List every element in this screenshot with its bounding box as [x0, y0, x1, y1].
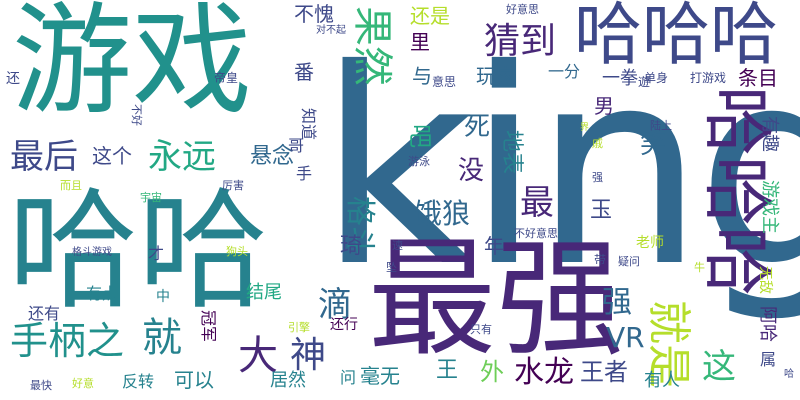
word-wangzhe: 王者: [580, 358, 628, 386]
word-wang: 王: [436, 358, 459, 383]
word-shoubingzhi: 手柄之: [10, 319, 125, 363]
word-zhiyou: 只有: [470, 323, 492, 336]
word-youyong: 游泳: [408, 155, 430, 168]
word-cai: 才: [148, 244, 165, 263]
word-nian: 年: [484, 234, 504, 258]
word-zhege: 这个: [92, 144, 132, 168]
word-you-travel: 遊: [638, 75, 651, 89]
word-wudi: 无敌: [757, 266, 773, 294]
word-king: king: [318, 11, 800, 326]
word-haowu: 毫无: [360, 364, 400, 388]
word-jie: 界: [580, 123, 590, 133]
word-goutou: 狗头: [226, 245, 248, 258]
word-lihai: 厉害: [222, 179, 244, 192]
word-wen: 问: [340, 368, 357, 387]
word-yongyuan: 永远: [148, 137, 216, 177]
word-haixing: 还行: [330, 317, 358, 333]
word-aha: 阿哈: [757, 306, 778, 342]
word-yisi: 意思: [432, 75, 457, 89]
word-zhong: 中: [156, 289, 170, 305]
word-hahaha-horizontal: 哈哈哈: [574, 0, 779, 75]
word-yuzhou: 宇宙: [140, 191, 162, 204]
word-yiquan: 一拳: [602, 68, 638, 89]
word-tiaomu: 条目: [738, 66, 778, 90]
word-wai: 外: [480, 358, 504, 386]
word-zuikuai: 最快: [30, 379, 52, 392]
word-juran: 居然: [270, 370, 306, 391]
word-jiewei: 结尾: [246, 282, 282, 303]
word-zuiqiang: 最强: [368, 225, 625, 374]
word-niu: 牛: [694, 261, 705, 274]
word-haoyisi: 好意思: [506, 3, 539, 16]
word-da: 大: [238, 333, 278, 379]
word-xiao: 笑: [640, 130, 667, 160]
word-qiang: 强: [602, 285, 632, 320]
word-haishi: 还是: [410, 4, 450, 28]
word-elang: 饿狼: [414, 197, 471, 230]
word-ge: 哥: [288, 136, 305, 155]
word-erqie: 而且: [60, 179, 82, 192]
word-haiyou: 还有: [28, 304, 61, 323]
word-nan: 男: [594, 94, 614, 118]
word-guoran: 果然: [349, 6, 395, 86]
word-duibuqi: 对不起: [316, 25, 346, 36]
word-su: 速: [392, 239, 403, 252]
word-mei: 没: [458, 156, 485, 186]
word-dibiao: 地表: [499, 130, 524, 175]
word-shu: 属: [760, 350, 777, 369]
word-laoshi: 老师: [636, 235, 664, 251]
word-si: 死: [464, 112, 491, 142]
word-youqu: 有趣: [759, 116, 780, 152]
word-yu-jade: 玉: [590, 198, 613, 223]
word-dihuang: 帝皇: [214, 71, 239, 85]
word-yiwen: 疑问: [618, 255, 640, 268]
word-youxizhu: 游戏主: [759, 180, 780, 234]
word-fanzhuan: 反转: [122, 372, 155, 391]
word-caidao: 猜到: [484, 21, 557, 62]
word-youdian: 有点: [86, 284, 119, 303]
word-qi: 琦: [340, 234, 363, 259]
word-li: 里: [410, 30, 430, 54]
word-zhui: 坠: [386, 261, 397, 274]
word-shen: 神: [290, 335, 327, 376]
word-keyi: 可以: [174, 368, 214, 392]
word-buhao: 不好: [130, 104, 143, 126]
word-zhe: 这: [702, 347, 736, 387]
word-hai: 还: [6, 71, 20, 87]
word-fan: 番: [294, 60, 314, 84]
word-guanjun: 冠军: [199, 310, 218, 343]
word-buhaoyisi: 不好意思: [514, 227, 558, 240]
word-danshen: 单身: [644, 71, 669, 85]
word-ha: 哈: [784, 369, 794, 380]
word-youxi: 游戏: [12, 0, 252, 131]
word-shou: 手: [296, 164, 313, 183]
word-zui: 最: [520, 183, 554, 223]
word-wanjia: 玩家: [476, 64, 516, 88]
word-gedouyouxi: 格斗游戏: [72, 247, 112, 258]
word-yinqing: 引擎: [288, 321, 310, 334]
word-youren: 有人: [644, 370, 680, 391]
word-xuannian: 悬念: [250, 144, 295, 169]
word-yu: 与: [412, 64, 432, 88]
word-di: 滴: [318, 285, 352, 325]
word-haha: 哈哈: [8, 175, 269, 327]
word-zuihou: 最后: [10, 137, 78, 177]
word-ba: 吧: [406, 124, 434, 148]
word-qi-relative: 戚: [592, 137, 603, 150]
word-lushang: 陆上: [650, 119, 672, 132]
word-shuilong: 水龙: [514, 355, 574, 390]
word-qiang-small: 强: [592, 171, 603, 184]
word-dai: 带: [594, 253, 607, 267]
word-dayouxi: 打游戏: [690, 71, 727, 85]
word-vr: VR: [606, 321, 645, 354]
word-yifen: 一分: [548, 62, 581, 81]
word-jiu: 就: [142, 315, 182, 361]
word-haoyi: 好意: [72, 377, 94, 390]
word-bukui: 不愧: [294, 2, 334, 26]
